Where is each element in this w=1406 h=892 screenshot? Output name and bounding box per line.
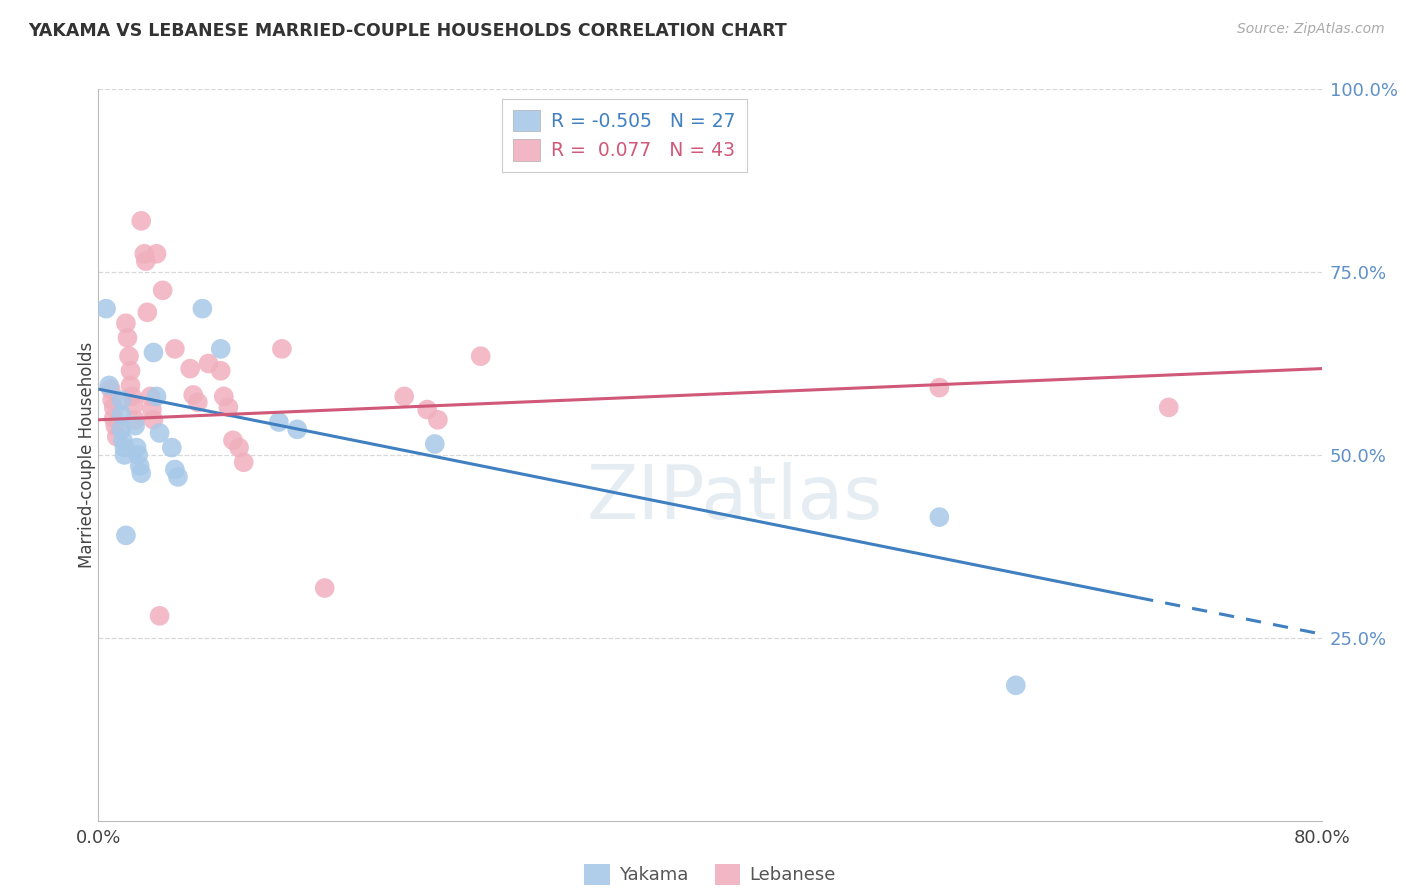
Point (94, 301, 117, 316)
Point (111, 434, 134, 448)
Point (270, 342, 292, 356)
Point (197, 356, 219, 371)
Point (928, 381, 950, 395)
Point (152, 284, 174, 298)
Point (314, 581, 336, 595)
Point (121, 389, 143, 403)
Point (118, 349, 141, 363)
Y-axis label: Married-couple Households: Married-couple Households (79, 342, 96, 568)
Point (110, 422, 132, 436)
Point (120, 364, 142, 378)
Point (163, 342, 186, 356)
Point (127, 448, 149, 462)
Text: Source: ZipAtlas.com: Source: ZipAtlas.com (1237, 22, 1385, 37)
Point (267, 415, 290, 429)
Point (145, 389, 167, 403)
Point (139, 389, 162, 403)
Point (149, 608, 172, 623)
Point (187, 395, 209, 409)
Point (136, 305, 159, 319)
Point (142, 345, 165, 359)
Legend: Yakama, Lebanese: Yakama, Lebanese (576, 857, 844, 892)
Point (392, 389, 416, 403)
Point (124, 418, 146, 433)
Point (179, 361, 201, 376)
Point (423, 437, 446, 451)
Point (285, 422, 308, 436)
Point (228, 441, 250, 455)
Point (129, 466, 152, 480)
Point (134, 246, 156, 260)
Point (145, 246, 167, 260)
Point (112, 441, 135, 455)
Point (129, 214, 152, 228)
Point (101, 393, 124, 408)
Point (426, 413, 449, 427)
Point (928, 510, 950, 524)
Text: ZIPatlas: ZIPatlas (586, 462, 883, 535)
Point (104, 418, 127, 433)
Point (209, 364, 232, 378)
Point (149, 425, 172, 440)
Point (1157, 401, 1180, 415)
Point (181, 388, 204, 402)
Point (191, 301, 214, 316)
Point (103, 411, 125, 425)
Point (163, 462, 186, 476)
Point (128, 458, 150, 473)
Point (110, 393, 132, 408)
Point (117, 331, 139, 345)
Point (416, 402, 439, 417)
Point (167, 470, 190, 484)
Point (209, 342, 232, 356)
Point (122, 398, 145, 412)
Point (217, 401, 239, 415)
Point (115, 528, 138, 542)
Point (160, 441, 183, 455)
Point (105, 430, 128, 444)
Point (98, 378, 121, 392)
Point (120, 378, 142, 392)
Point (222, 434, 245, 448)
Point (110, 408, 132, 422)
Point (135, 254, 157, 268)
Point (125, 441, 148, 455)
Point (212, 389, 235, 403)
Point (103, 401, 125, 415)
Point (470, 349, 492, 363)
Point (100, 382, 122, 396)
Point (142, 413, 165, 427)
Point (141, 402, 163, 417)
Text: YAKAMA VS LEBANESE MARRIED-COUPLE HOUSEHOLDS CORRELATION CHART: YAKAMA VS LEBANESE MARRIED-COUPLE HOUSEH… (28, 22, 787, 40)
Point (124, 413, 146, 427)
Point (112, 448, 135, 462)
Point (115, 316, 138, 330)
Point (232, 455, 254, 469)
Point (1004, 678, 1026, 692)
